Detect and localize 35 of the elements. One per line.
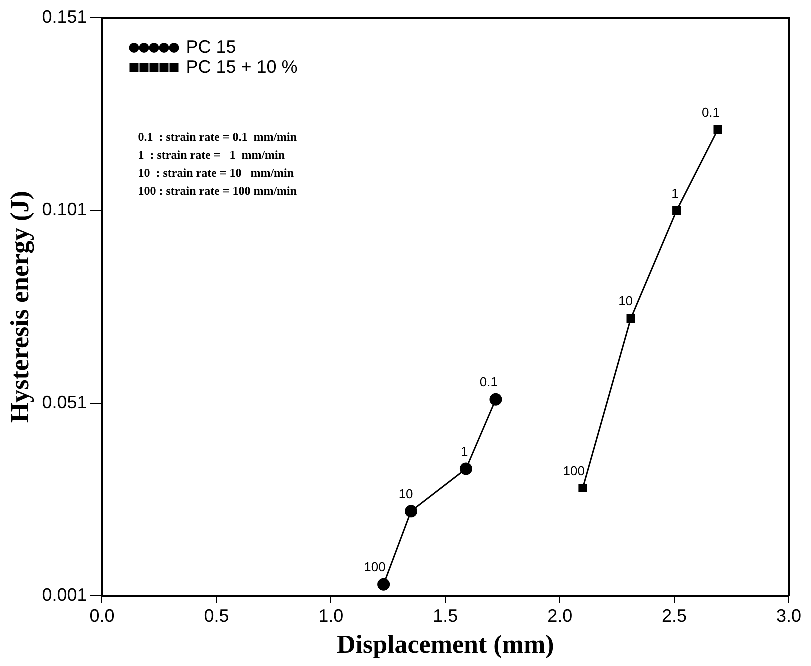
annotation: 100 : strain rate = 100 mm/min [138,184,298,198]
annotation: 100 [364,560,386,575]
x-tick-label: 1.0 [318,606,344,626]
point [626,314,636,323]
point [490,393,502,406]
point [672,206,682,216]
point [378,578,390,591]
annotation: 0.1 [480,374,498,390]
x-axis-title: Displacement (mm) [336,630,554,660]
annotation: 0.1 [702,104,720,120]
annotation: 1 [672,186,679,201]
legend-label: PC 15 + 10 % [186,56,298,77]
y-tick-label: 0.051 [42,392,88,412]
x-tick-label: 2.0 [548,606,573,626]
point [578,484,588,493]
annotation: 10 [398,486,414,502]
x-tick-label: 0.5 [204,606,230,626]
y-tick-label: 0.151 [42,6,88,27]
annotation: 100 [563,463,585,478]
legend-label: PC 15 [186,36,236,57]
x-tick-label: 0.0 [90,606,115,626]
point [714,126,722,134]
annotation: 10 [618,294,634,309]
y-axis-title: Hysteresis energy (J) [5,191,34,424]
y-tick-label: 0.001 [42,585,88,606]
x-tick-label: 1.5 [433,606,458,626]
y-tick-label: 0.101 [42,200,88,220]
annotation: 0.1 : strain rate = 0.1 mm/min [138,130,298,144]
x-tick-label: 2.5 [662,606,688,626]
x-tick-label: 3.0 [776,606,802,626]
point [405,505,418,518]
annotation: 10 : strain rate = 10 mm/min [138,166,294,180]
annotation: 1 : strain rate = 1 mm/min [138,148,286,162]
annotation: 1 [460,444,468,460]
point [460,462,472,476]
